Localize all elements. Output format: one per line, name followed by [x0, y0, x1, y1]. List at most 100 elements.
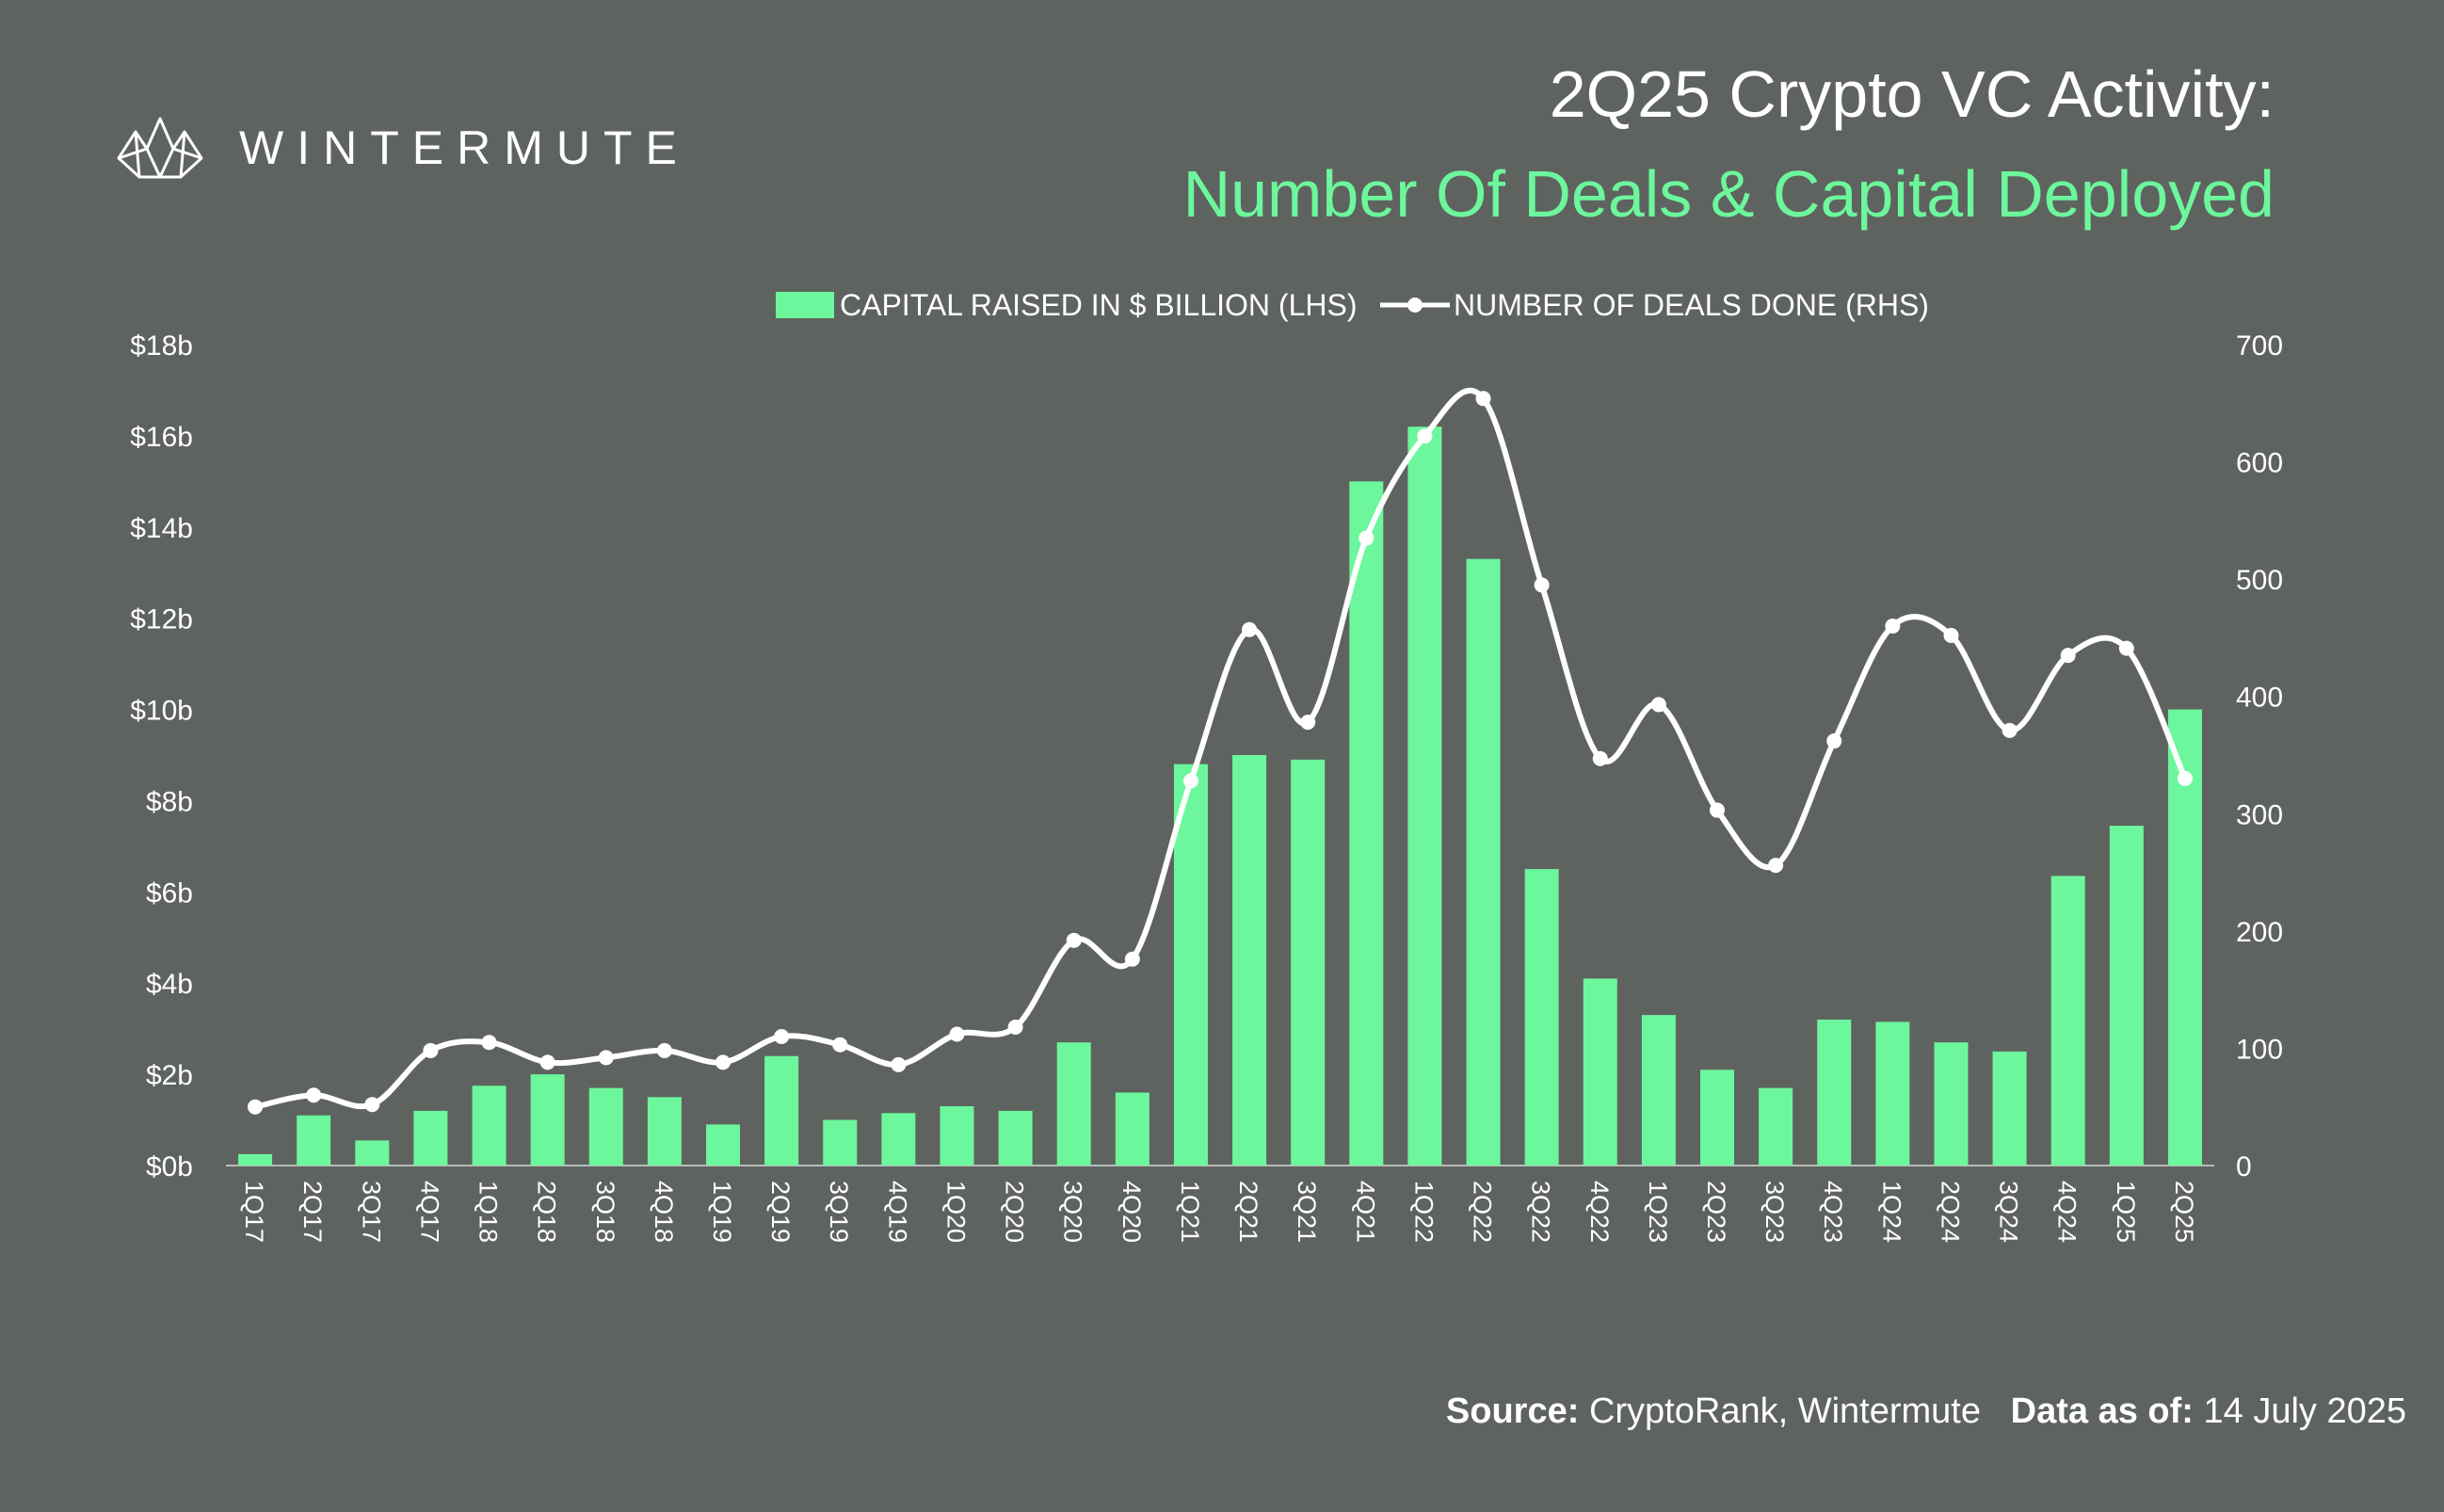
x-tick-label: 1Q24 [1877, 1181, 1905, 1243]
source-value: CryptoRank, Wintermute [1588, 1391, 1981, 1431]
right-axis-tick-label: 600 [2236, 448, 2283, 479]
deals-point-1Q21 [1182, 773, 1198, 789]
left-axis-tick-label: $2b [146, 1060, 193, 1091]
deals-point-3Q18 [598, 1050, 614, 1066]
legend-swatch-capital [776, 292, 834, 318]
x-tick-label: 4Q22 [1585, 1181, 1614, 1243]
left-axis-tick-label: $16b [130, 422, 193, 453]
bar-1Q24 [1875, 1021, 1910, 1166]
deals-point-1Q25 [2118, 640, 2134, 656]
bar-4Q23 [1817, 1019, 1852, 1166]
x-tick-label: 1Q25 [2112, 1181, 2140, 1243]
x-tick-label: 4Q23 [1819, 1181, 1847, 1243]
x-tick-label: 2Q21 [1234, 1181, 1262, 1243]
bar-4Q18 [647, 1097, 682, 1166]
deals-line [254, 388, 2188, 1110]
x-tick-label: 4Q19 [883, 1181, 911, 1243]
x-tick-label: 4Q18 [650, 1181, 678, 1243]
brand-name: WINTERMUTE [239, 121, 690, 174]
deals-point-4Q22 [1592, 750, 1608, 766]
bar-1Q23 [1641, 1015, 1676, 1166]
deals-point-4Q24 [2060, 648, 2076, 664]
x-tick-label: 2Q24 [1936, 1181, 1964, 1243]
x-tick-label: 1Q18 [474, 1181, 503, 1243]
deals-point-4Q17 [423, 1042, 439, 1058]
deals-point-4Q18 [656, 1042, 672, 1058]
right-axis-tick-label: 100 [2236, 1034, 2283, 1065]
left-axis-tick-label: $8b [146, 786, 193, 817]
bar-4Q20 [1115, 1092, 1150, 1166]
bar-1Q19 [706, 1124, 740, 1166]
x-tick-label: 4Q20 [1117, 1181, 1146, 1243]
bar-1Q18 [472, 1086, 506, 1166]
deals-point-1Q24 [1885, 618, 1901, 634]
bar-4Q22 [1583, 978, 1617, 1166]
brand-logo: WINTERMUTE [115, 115, 690, 181]
x-tick-label: 3Q23 [1761, 1181, 1789, 1243]
deals-point-3Q21 [1300, 715, 1316, 731]
x-tick-label: 1Q21 [1176, 1181, 1204, 1243]
x-tick-label: 2Q17 [298, 1181, 327, 1243]
x-tick-label: 4Q24 [2053, 1181, 2082, 1243]
deals-point-3Q20 [1066, 932, 1082, 948]
bar-4Q21 [1349, 481, 1384, 1166]
bar-2Q19 [764, 1055, 799, 1166]
left-axis-tick-label: $4b [146, 969, 193, 1000]
deals-point-2Q21 [1242, 621, 1258, 637]
deals-point-2Q23 [1710, 802, 1725, 818]
bar-1Q22 [1407, 426, 1442, 1166]
x-tick-label: 3Q22 [1527, 1181, 1555, 1243]
right-axis-tick-label: 0 [2236, 1151, 2252, 1182]
bar-2Q18 [530, 1074, 565, 1166]
source-footer: Source: CryptoRank, Wintermute Data as o… [1446, 1391, 2406, 1432]
x-tick-label: 4Q21 [1351, 1181, 1379, 1243]
deals-point-1Q17 [248, 1099, 264, 1115]
legend-marker-deals [1407, 298, 1423, 313]
x-tick-label: 3Q24 [1995, 1181, 2023, 1243]
deals-point-2Q17 [306, 1087, 322, 1103]
deals-point-3Q22 [1534, 577, 1550, 593]
bar-2Q21 [1232, 755, 1267, 1166]
x-tick-label: 1Q17 [240, 1181, 268, 1243]
right-axis-tick-label: 400 [2236, 683, 2283, 714]
bar-3Q19 [823, 1119, 858, 1166]
left-axis-tick-label: $14b [130, 513, 193, 544]
x-tick-label: 1Q19 [708, 1181, 736, 1243]
deals-point-2Q22 [1475, 391, 1491, 407]
deals-point-3Q19 [832, 1037, 848, 1053]
x-tick-label: 2Q22 [1469, 1181, 1497, 1243]
x-tick-label: 2Q20 [1001, 1181, 1029, 1243]
bar-2Q17 [297, 1115, 331, 1166]
left-axis-tick-label: $10b [130, 696, 193, 727]
deals-point-2Q18 [539, 1054, 555, 1070]
right-axis-tick-label: 500 [2236, 565, 2283, 596]
bar-1Q20 [940, 1106, 974, 1166]
page-subtitle: Number Of Deals & Capital Deployed [1182, 157, 2275, 231]
asof-label: Data as of: [2010, 1391, 2194, 1431]
deals-point-4Q21 [1359, 530, 1375, 546]
right-axis-tick-label: 300 [2236, 799, 2283, 830]
x-tick-label: 3Q20 [1059, 1181, 1087, 1243]
left-axis-tick-label: $0b [146, 1151, 193, 1182]
deals-point-3Q23 [1768, 858, 1784, 874]
x-tick-label: 2Q23 [1702, 1181, 1730, 1243]
x-tick-label: 3Q18 [591, 1181, 619, 1243]
bar-3Q18 [588, 1087, 623, 1166]
bar-4Q19 [881, 1113, 916, 1166]
bar-3Q20 [1056, 1042, 1091, 1166]
deals-point-3Q24 [2002, 722, 2018, 738]
deals-point-1Q18 [481, 1035, 497, 1051]
bar-3Q21 [1291, 759, 1326, 1166]
x-tick-label: 1Q22 [1409, 1181, 1438, 1243]
left-axis-tick-label: $6b [146, 877, 193, 909]
x-tick-label: 1Q20 [941, 1181, 970, 1243]
deals-point-4Q19 [891, 1056, 907, 1072]
bar-2Q24 [1934, 1042, 1969, 1166]
bar-1Q25 [2109, 826, 2144, 1166]
x-tick-label: 2Q18 [533, 1181, 561, 1243]
deals-point-2Q19 [774, 1028, 790, 1044]
wintermute-logo-icon [117, 117, 203, 179]
x-tick-label: 3Q19 [825, 1181, 853, 1243]
deals-point-4Q20 [1124, 951, 1140, 967]
x-tick-label: 4Q17 [415, 1181, 443, 1243]
